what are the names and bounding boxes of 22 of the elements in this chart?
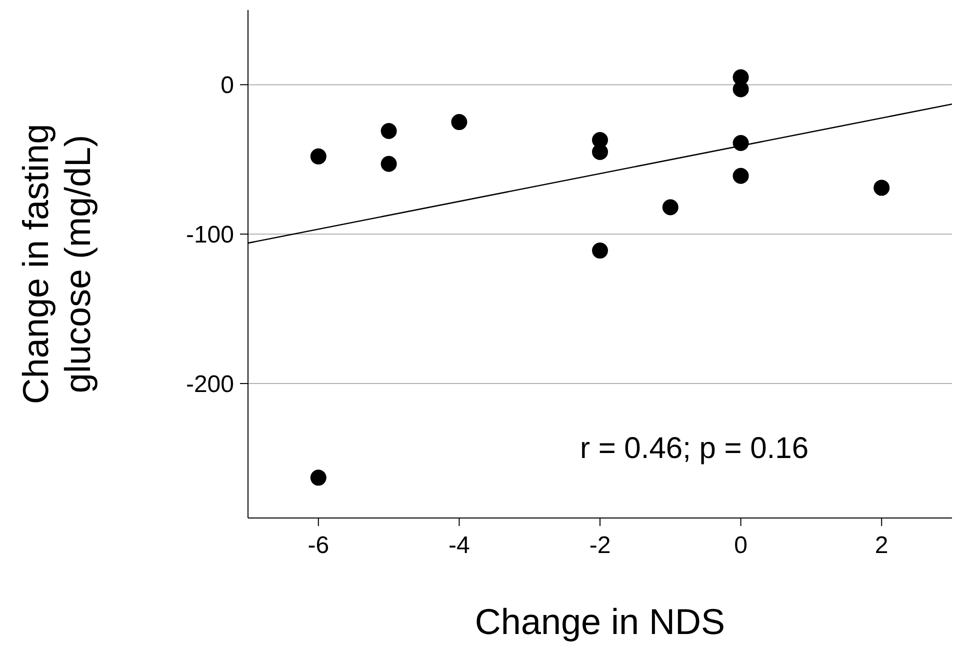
annotation: r = 0.46; p = 0.16 <box>580 432 809 466</box>
x-tick-label: -6 <box>308 532 330 560</box>
point <box>732 81 749 98</box>
point <box>662 199 678 216</box>
point <box>874 180 890 196</box>
y-tick-label: -100 <box>186 222 234 249</box>
point <box>451 114 468 130</box>
x-tick-label: -2 <box>589 532 611 560</box>
point <box>380 123 397 140</box>
y-axis-title: Change in fasting glucose (mg/dL) <box>15 124 98 404</box>
point <box>310 470 326 486</box>
y-tick-label: -200 <box>186 371 234 398</box>
point <box>310 148 326 164</box>
x-tick-label: 2 <box>874 532 888 560</box>
x-tick-label: 0 <box>734 532 748 560</box>
y-tick-label: 0 <box>220 72 234 100</box>
point <box>592 242 608 259</box>
x-axis-title: Change in NDS <box>474 601 726 642</box>
point <box>732 134 749 151</box>
x-tick-label: -4 <box>448 532 470 560</box>
point <box>732 168 749 184</box>
point <box>380 156 397 172</box>
